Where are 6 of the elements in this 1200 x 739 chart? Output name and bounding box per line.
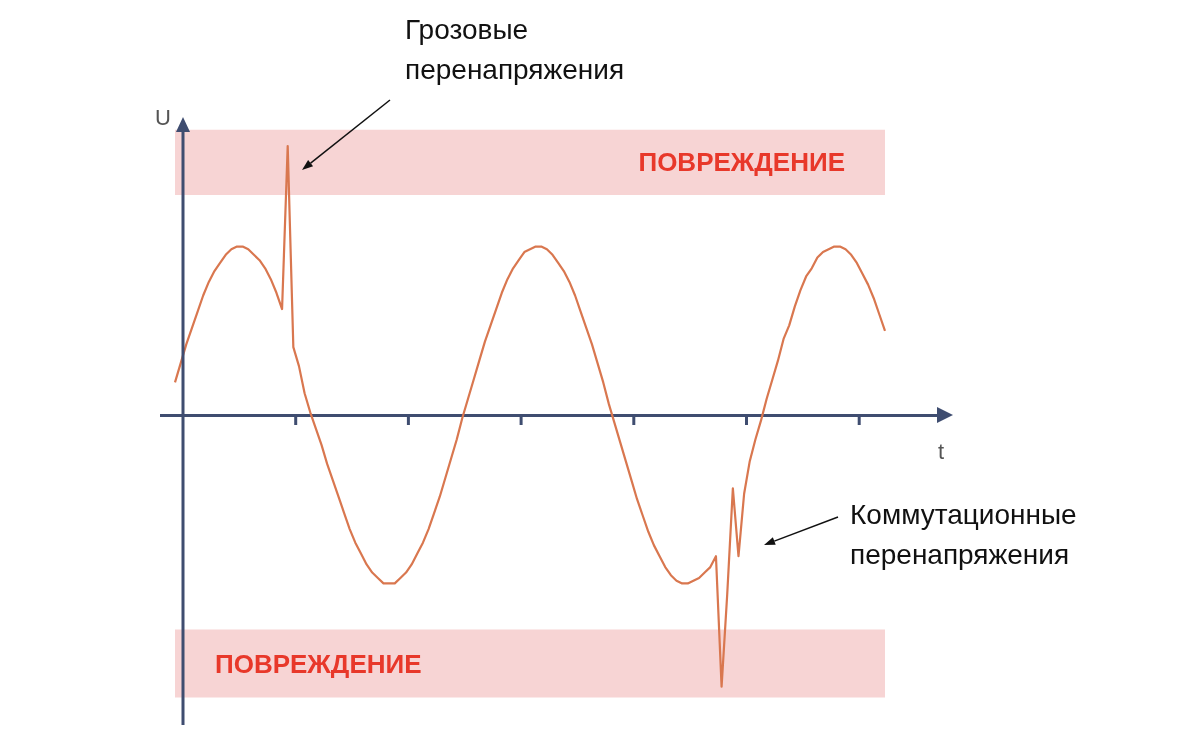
y-axis-title: U: [155, 105, 171, 130]
text: Грозовые перенапряжения: [405, 13, 626, 87]
band-label: ПОВРЕЖДЕНИЕ: [215, 648, 422, 679]
annotation: Коммутационные перенапряжения: [850, 498, 1078, 572]
band-label: ПОВРЕЖДЕНИЕ: [638, 147, 845, 178]
x-axis-title: t: [937, 439, 945, 464]
